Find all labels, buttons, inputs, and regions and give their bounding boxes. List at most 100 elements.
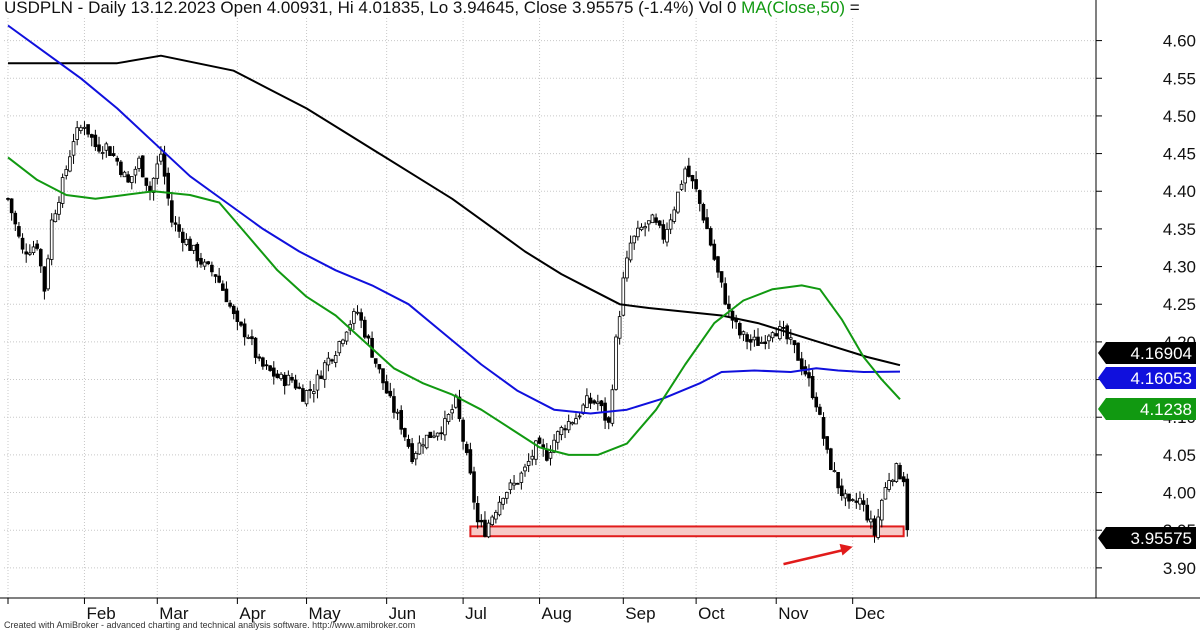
- price-bar-body: [901, 476, 906, 483]
- price-bar-body: [839, 485, 844, 497]
- price-bar-body: [461, 419, 465, 442]
- price-bar-body: [763, 341, 768, 344]
- price-bar-body: [646, 220, 651, 225]
- price-bar-body: [108, 146, 112, 156]
- price-bar-body: [687, 165, 691, 177]
- price-bar-body: [388, 390, 393, 397]
- price-bar-body: [490, 516, 495, 525]
- price-bar-body: [6, 198, 10, 200]
- price-bar-body: [716, 256, 720, 273]
- chart-header-ma: MA(Close,50): [741, 0, 845, 17]
- price-bar-body: [683, 168, 687, 184]
- ma-line-1: [7, 24, 901, 415]
- price-bar-body: [810, 376, 815, 399]
- price-bar-body: [883, 487, 888, 500]
- price-bar-body: [89, 134, 94, 138]
- price-bar-body: [170, 200, 174, 223]
- price-bar-body: [643, 226, 647, 229]
- price-bar-body: [151, 177, 156, 193]
- price-bar-body: [887, 480, 891, 490]
- price-bar-body: [322, 362, 327, 380]
- price-bar-body: [854, 500, 859, 503]
- price-bar-body: [373, 358, 378, 364]
- price-bar-body: [188, 238, 192, 251]
- price-bar-body: [818, 406, 822, 415]
- price-bar-body: [221, 283, 225, 291]
- price-bar-body: [290, 376, 294, 381]
- price-bar-body: [796, 342, 800, 361]
- price-bar-body: [792, 340, 797, 346]
- x-tick-label: Aug: [542, 604, 572, 623]
- price-bar-body: [210, 264, 214, 273]
- price-bar-body: [68, 156, 72, 172]
- price-bar-body: [614, 336, 618, 390]
- price-bar-body: [268, 365, 272, 371]
- price-bar-body: [49, 219, 54, 260]
- arrow-shaft: [783, 548, 845, 566]
- price-bar-body: [778, 326, 782, 340]
- price-bar-body: [28, 252, 32, 255]
- price-bar-body: [843, 493, 848, 499]
- price-bar-body: [599, 400, 604, 407]
- price-bar-body: [286, 374, 291, 386]
- y-tick-label: 4.60: [1163, 32, 1196, 51]
- price-bar-body: [410, 443, 414, 463]
- price-bar-body: [17, 226, 21, 237]
- price-bar-body: [799, 358, 804, 370]
- price-bar-body: [650, 214, 655, 224]
- moving-average-lines: [7, 24, 901, 456]
- price-bar-body: [439, 432, 444, 435]
- price-bar-body: [9, 198, 14, 214]
- price-bar-body: [807, 372, 811, 379]
- price-bar-body: [235, 310, 240, 322]
- price-bar-body: [42, 266, 47, 292]
- price-bar-body: [115, 157, 120, 162]
- price-bar-body: [362, 319, 367, 338]
- price-bar-body: [665, 228, 669, 243]
- price-bar-body: [424, 434, 429, 449]
- price-bar-body: [297, 386, 302, 389]
- price-bar-body: [676, 191, 680, 213]
- price-bar-body: [53, 213, 58, 223]
- price-bar-body: [417, 442, 422, 455]
- price-bar-body: [701, 204, 706, 221]
- price-bar-body: [879, 499, 884, 521]
- y-tick-label: 4.25: [1163, 295, 1196, 314]
- price-bar-body: [432, 435, 436, 438]
- price-bar-body: [399, 410, 404, 430]
- price-bar-body: [694, 179, 698, 190]
- price-bar-body: [563, 428, 567, 431]
- support-zone: [469, 525, 905, 538]
- price-bar-body: [519, 472, 524, 483]
- price-bar-body: [184, 238, 189, 246]
- price-bar-body: [788, 337, 793, 340]
- price-bar-body: [319, 375, 323, 379]
- price-bar-body: [213, 274, 218, 277]
- price-bar-body: [672, 209, 677, 222]
- x-tick-label: May: [309, 604, 342, 623]
- price-bar-body: [93, 134, 98, 148]
- price-bar-body: [748, 339, 753, 343]
- price-bar-body: [479, 519, 484, 523]
- price-bar-body: [381, 368, 385, 384]
- price-bar-body: [836, 472, 840, 489]
- price-bar-body: [552, 439, 556, 453]
- price-bar-body: [35, 243, 39, 249]
- price-bar-body: [486, 522, 491, 538]
- price-bar-body: [475, 503, 480, 523]
- price-bar-body: [610, 389, 615, 424]
- price-bar-body: [639, 226, 644, 231]
- last-value-tags: 4.16904 4.16053 4.1238 3.95575: [1098, 342, 1196, 549]
- price-bar-body: [293, 379, 298, 389]
- x-tick-label: Nov: [778, 604, 809, 623]
- price-bar-body: [534, 440, 538, 460]
- x-tick-label: Oct: [698, 604, 725, 623]
- price-bar-body: [657, 220, 662, 226]
- price-bar-body: [832, 470, 837, 473]
- price-bar-body: [261, 357, 265, 367]
- chart-header: USDPLN - Daily 13.12.2023 Open 4.00931, …: [4, 0, 860, 17]
- price-bar-body: [100, 152, 105, 154]
- price-bar-body: [738, 323, 742, 336]
- y-tick-label: 4.00: [1163, 484, 1196, 503]
- price-bar-body: [242, 323, 247, 338]
